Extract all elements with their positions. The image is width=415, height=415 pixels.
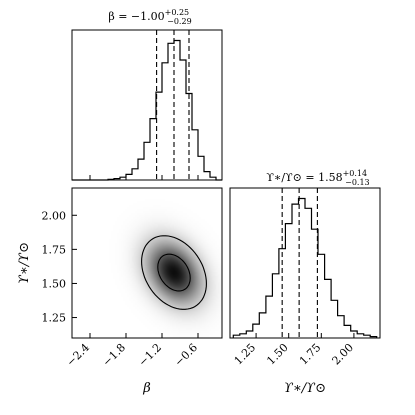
joint-ytick-label-3: 2.00 — [42, 209, 67, 222]
panel-upsilon-frame — [229, 187, 381, 339]
histogram-step — [72, 39, 222, 181]
joint-ytick-label-2: 1.75 — [42, 243, 67, 256]
density-contours — [141, 235, 207, 310]
upsilon-histogram-marks — [232, 188, 378, 338]
joint-ytick-label-0: 1.25 — [42, 312, 67, 325]
ylabel-upsilon: ϒ∗/ϒ⊙ — [17, 242, 32, 284]
panel-beta-histogram — [71, 29, 223, 181]
panel-beta-frame — [71, 29, 223, 181]
histogram-step — [232, 197, 378, 338]
panel-joint-frame — [71, 187, 223, 339]
title-upsilon: ϒ∗/ϒ⊙ = 1.58+0.14 −0.13 — [266, 169, 369, 187]
contour-2sigma — [141, 235, 207, 310]
title-beta: β = −1.00+0.25 −0.29 — [108, 8, 191, 26]
xlabel-beta: β — [142, 381, 151, 396]
beta-histogram-marks — [72, 30, 222, 181]
contour-1sigma — [157, 253, 191, 292]
joint-ytick-label-1: 1.50 — [42, 277, 67, 290]
xlabel-upsilon: ϒ∗/ϒ⊙ — [284, 381, 326, 396]
density-heatmap — [72, 188, 222, 338]
